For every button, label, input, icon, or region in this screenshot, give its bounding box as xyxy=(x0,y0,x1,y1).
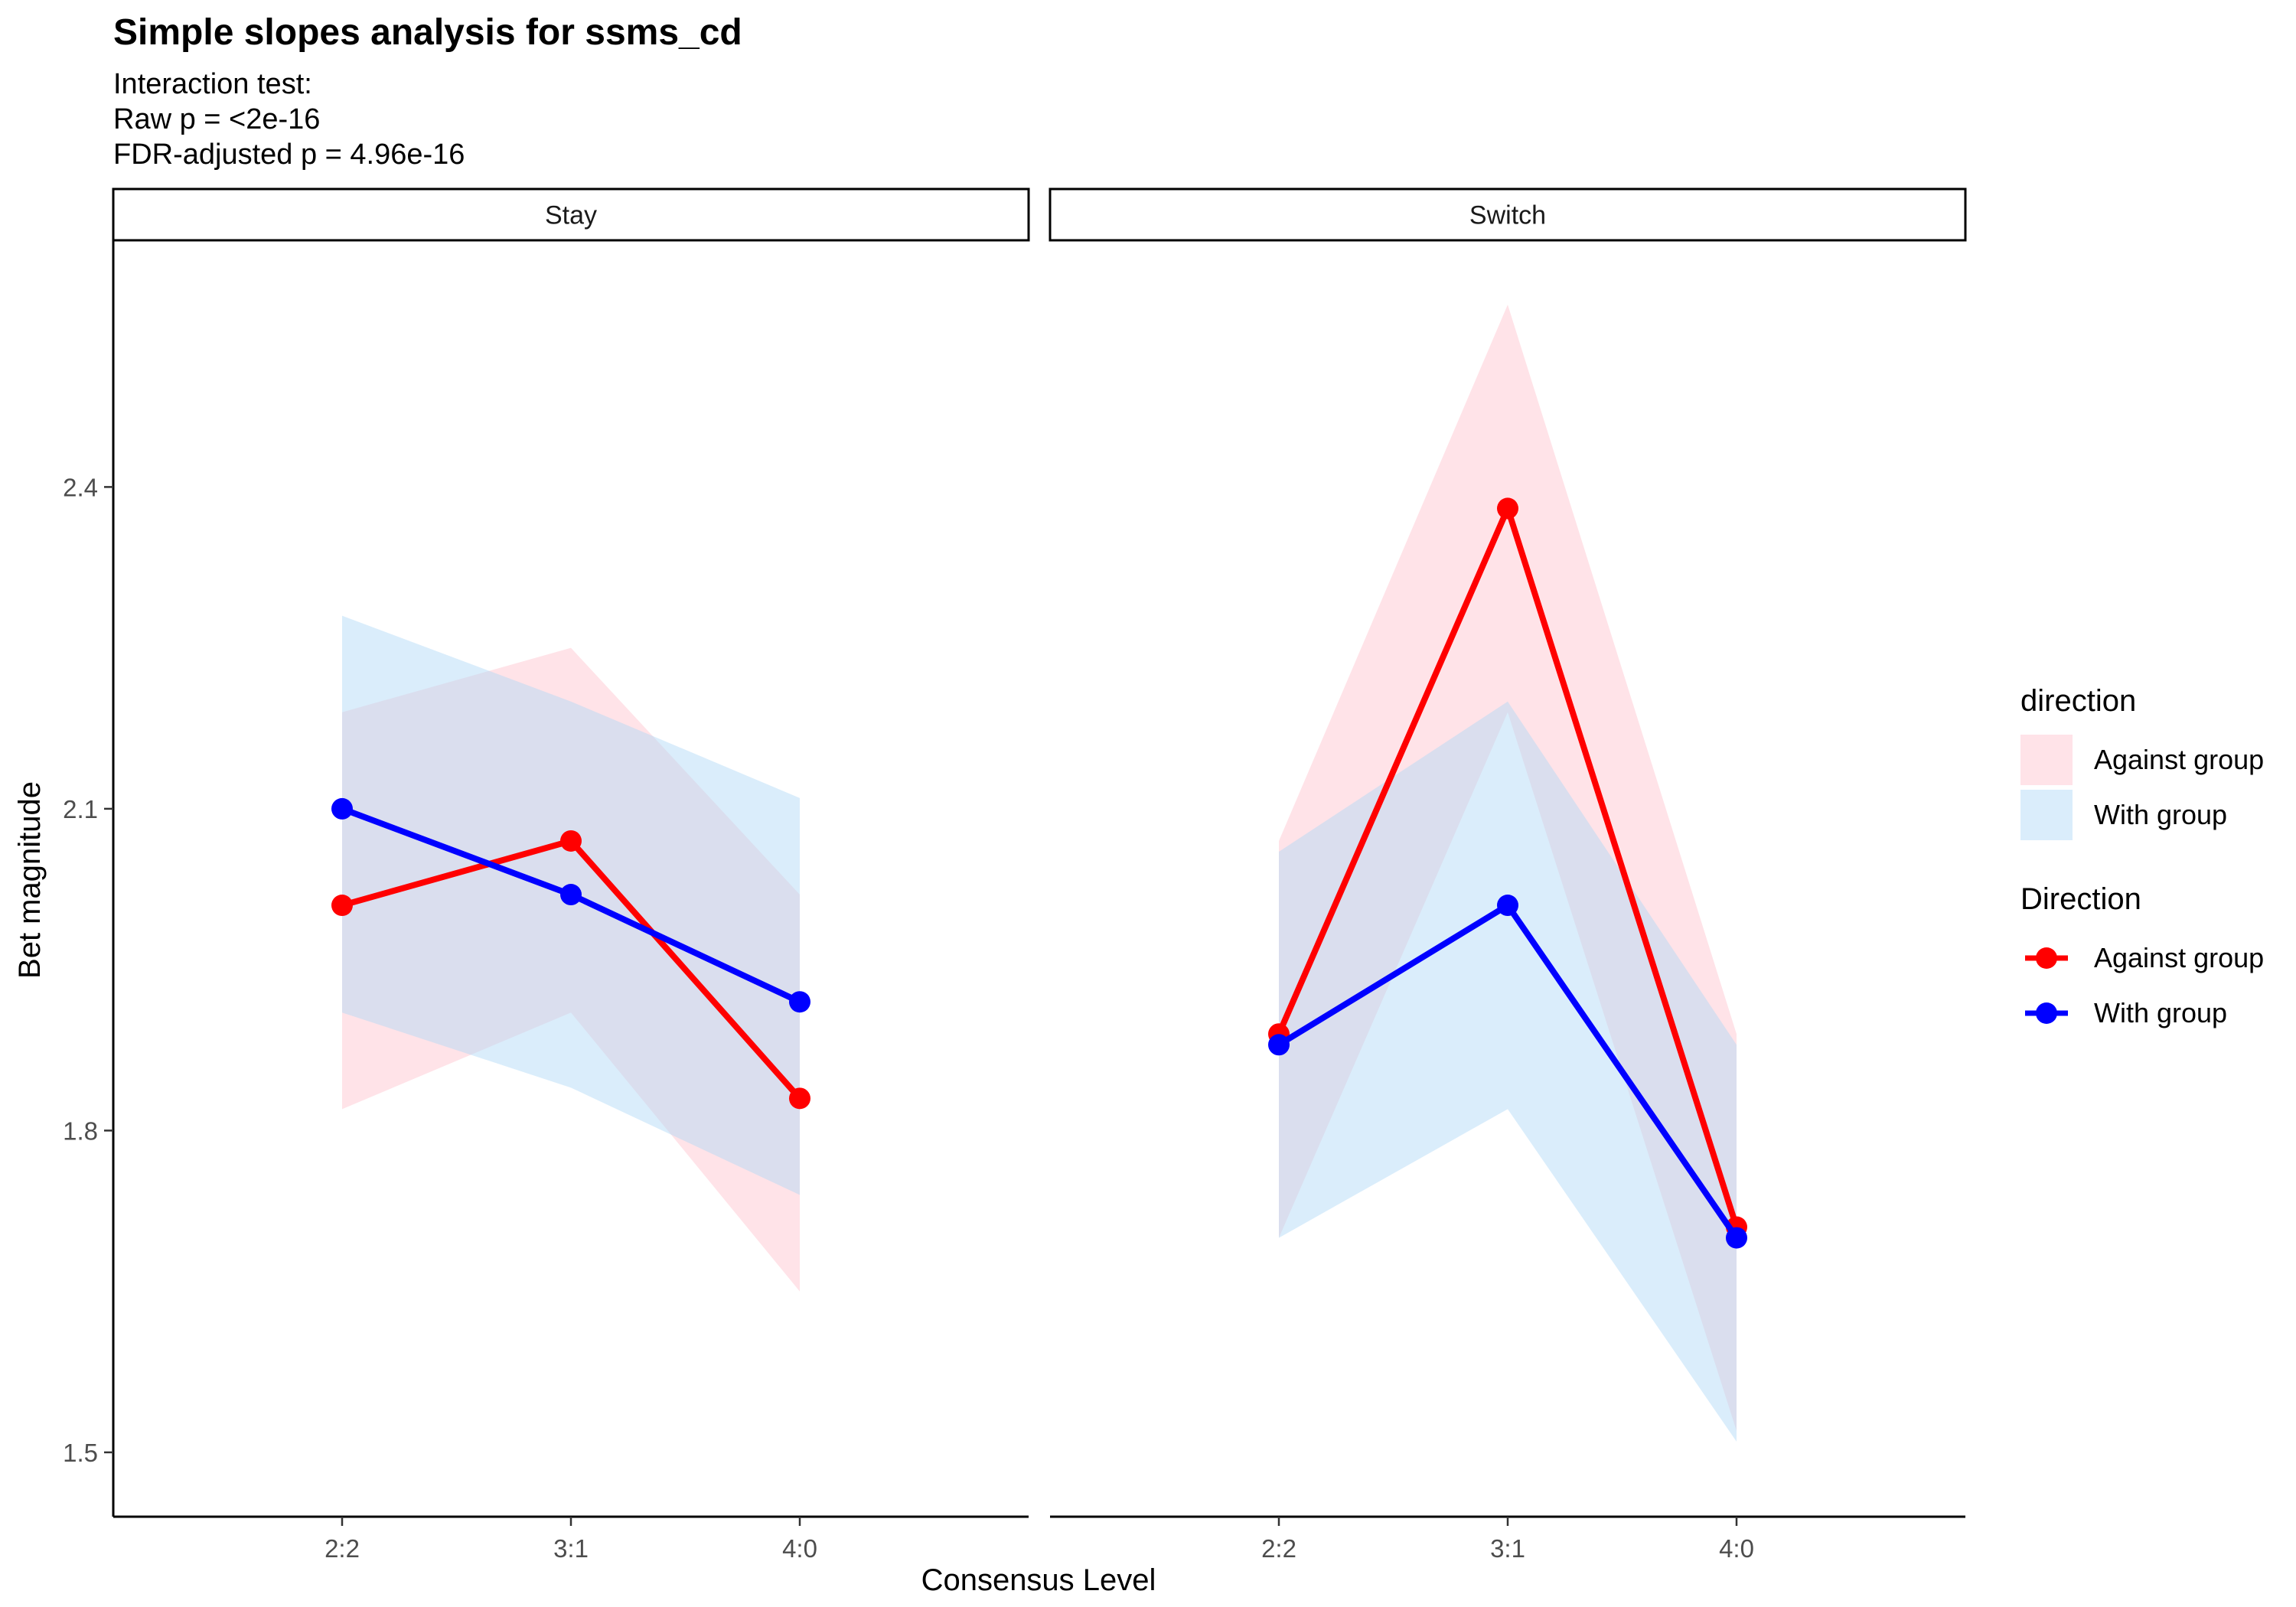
chart-title: Simple slopes analysis for ssms_cd xyxy=(113,12,742,53)
data-point-against-group xyxy=(1497,497,1518,520)
facet-panel-switch: Switch 2:2 3:1 4:0 xyxy=(1049,187,1967,1563)
legend-key-point-against-group xyxy=(2036,947,2057,969)
x-tick-label: 3:1 xyxy=(1490,1534,1525,1563)
legend-title: direction xyxy=(2020,684,2136,718)
ci-ribbon-against-group xyxy=(1279,305,1737,1431)
data-point-with-group xyxy=(560,884,582,906)
facet-panel-stay: Stay 2:2 3:1 4:0 1.5 1.8 2.1 2.4 xyxy=(63,187,1030,1563)
chart-subtitle-line-1: Interaction test: xyxy=(113,68,312,100)
y-tick-label: 1.5 xyxy=(63,1439,98,1467)
data-point-with-group xyxy=(1726,1227,1747,1249)
x-tick-label: 4:0 xyxy=(1719,1534,1754,1563)
legend-key-ribbon-against-group xyxy=(2020,735,2073,785)
legend-line: Direction Against group With group xyxy=(2020,882,2264,1028)
data-point-against-group xyxy=(331,895,353,917)
legend-label-with-group: With group xyxy=(2094,799,2227,830)
facet-strip-label: Stay xyxy=(545,201,597,230)
x-tick-label: 3:1 xyxy=(553,1534,589,1563)
ci-ribbon-with-group xyxy=(1279,701,1737,1442)
chart-subtitle-line-3: FDR-adjusted p = 4.96e-16 xyxy=(113,139,465,171)
data-point-with-group xyxy=(1268,1034,1290,1056)
x-tick-label: 2:2 xyxy=(1261,1534,1296,1563)
x-tick-label: 2:2 xyxy=(325,1534,360,1563)
y-axis-title: Bet magnitude xyxy=(13,781,47,979)
chart-subtitle-line-2: Raw p = <2e-16 xyxy=(113,103,320,135)
legend-key-ribbon-with-group xyxy=(2020,790,2073,840)
y-tick-label: 2.4 xyxy=(63,473,98,501)
legend-key-point-with-group xyxy=(2036,1002,2057,1024)
x-tick-label: 4:0 xyxy=(782,1534,817,1563)
data-point-against-group xyxy=(560,830,582,852)
legend-fill: direction Against group With group xyxy=(2020,684,2264,840)
legend-label-with-group: With group xyxy=(2094,997,2227,1028)
y-tick-label: 1.8 xyxy=(63,1116,98,1145)
legend-label-against-group: Against group xyxy=(2094,942,2264,973)
data-point-with-group xyxy=(1497,895,1518,917)
facet-strip-label: Switch xyxy=(1469,201,1546,230)
y-tick-label: 2.1 xyxy=(63,795,98,823)
x-axis-title: Consensus Level xyxy=(921,1563,1156,1597)
data-point-against-group xyxy=(789,1087,810,1110)
facet-strip xyxy=(1049,187,1967,242)
plot-area: Stay 2:2 3:1 4:0 1.5 1.8 2.1 2.4 Switch 2:2 3:1 4:0 xyxy=(63,187,1967,1563)
data-point-with-group xyxy=(331,797,353,820)
legend-title: Direction xyxy=(2020,882,2141,916)
legend-label-against-group: Against group xyxy=(2094,744,2264,775)
ci-ribbon-with-group xyxy=(342,615,800,1195)
facet-strip xyxy=(112,187,1030,242)
data-point-with-group xyxy=(789,991,810,1013)
ci-ribbon-against-group xyxy=(342,647,800,1292)
